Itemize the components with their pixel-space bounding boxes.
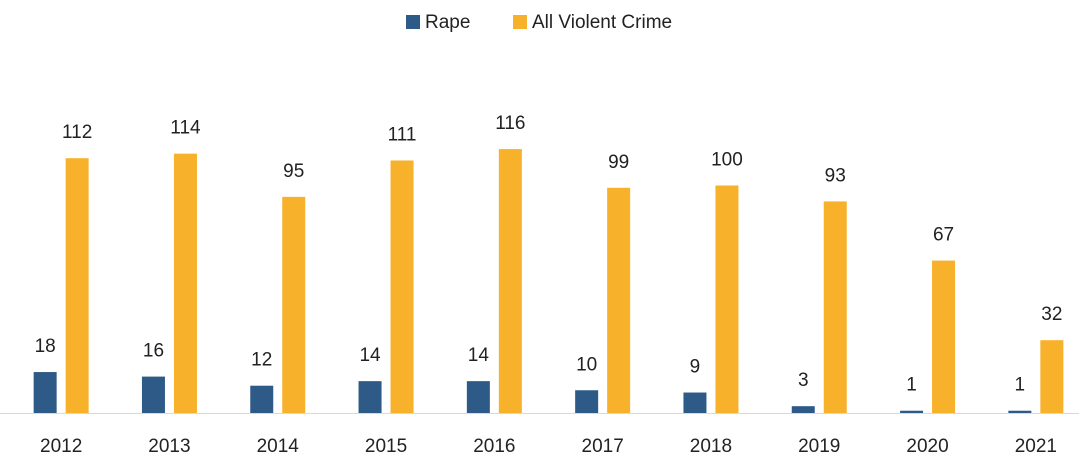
bar [250, 385, 274, 413]
data-label: 14 [359, 345, 381, 366]
data-label: 14 [468, 345, 490, 366]
x-tick-label: 2015 [365, 436, 407, 457]
x-tick-label: 2020 [906, 436, 948, 457]
bar [575, 390, 599, 413]
x-tick-label: 2021 [1015, 436, 1057, 457]
data-label: 116 [495, 113, 525, 134]
bar [33, 372, 57, 413]
data-label: 18 [35, 336, 56, 357]
x-tick-label: 2012 [40, 436, 82, 457]
data-label: 32 [1041, 304, 1062, 325]
data-label: 1 [1015, 375, 1026, 396]
bar [466, 381, 490, 413]
data-label: 93 [825, 165, 846, 186]
bar [498, 149, 522, 413]
x-tick-label: 2019 [798, 436, 840, 457]
x-tick-label: 2013 [148, 436, 190, 457]
legend-swatch [406, 15, 420, 29]
bar [358, 381, 382, 413]
x-tick-label: 2014 [257, 436, 300, 457]
bar [791, 406, 815, 413]
legend-label: All Violent Crime [532, 12, 672, 33]
bar [390, 160, 414, 413]
bar [173, 153, 197, 413]
data-label: 114 [170, 118, 201, 139]
bar [1040, 340, 1064, 413]
x-tick-label: 2017 [582, 436, 624, 457]
data-label: 16 [143, 341, 164, 362]
bar [607, 187, 631, 413]
data-label: 10 [576, 354, 597, 375]
data-label: 1 [906, 375, 917, 396]
data-label: 67 [933, 225, 954, 246]
legend-label: Rape [425, 12, 470, 33]
data-label: 100 [711, 150, 743, 171]
bar [932, 260, 956, 413]
bar [715, 185, 739, 413]
bar [141, 376, 165, 413]
bar [65, 158, 89, 413]
legend-swatch [513, 15, 527, 29]
bar [823, 201, 847, 413]
x-tick-label: 2016 [473, 436, 515, 457]
data-label: 95 [283, 161, 304, 182]
data-label: 112 [62, 122, 92, 143]
data-label: 3 [798, 370, 809, 391]
data-label: 12 [251, 350, 272, 371]
bar [1008, 410, 1032, 413]
x-tick-label: 2018 [690, 436, 732, 457]
data-label: 111 [388, 124, 417, 145]
bar [683, 392, 707, 413]
data-label: 99 [608, 152, 629, 173]
data-label: 9 [690, 357, 701, 378]
bar [900, 410, 924, 413]
bar [282, 196, 306, 413]
